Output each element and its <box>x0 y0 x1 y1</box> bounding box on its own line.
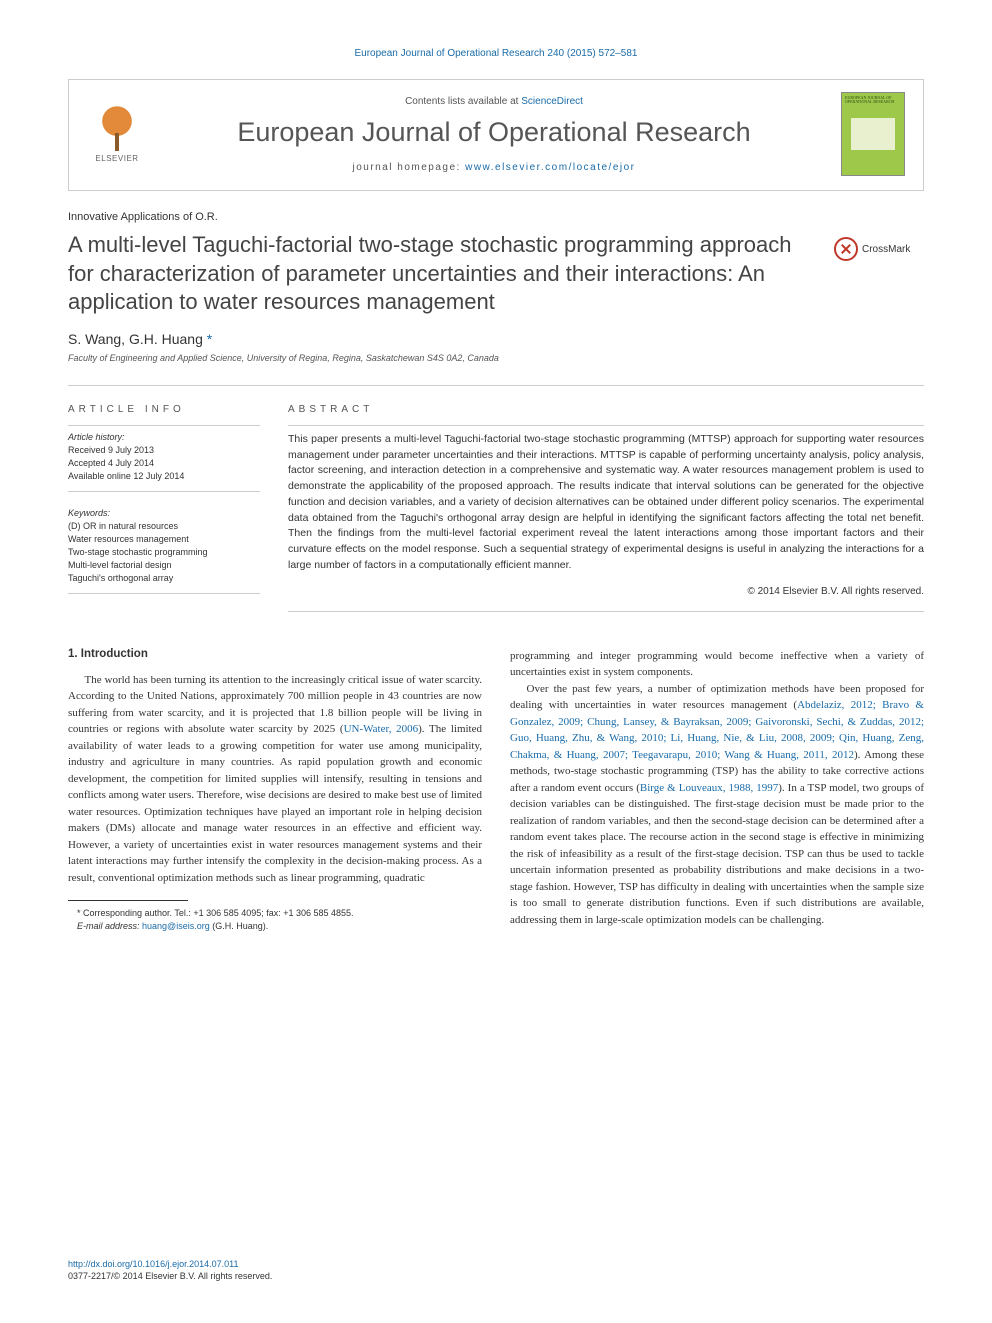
ref-unwater-2006[interactable]: UN-Water, 2006 <box>344 723 419 735</box>
author-names: S. Wang, G.H. Huang <box>68 331 207 347</box>
contents-prefix: Contents lists available at <box>405 96 521 107</box>
sciencedirect-link[interactable]: ScienceDirect <box>521 96 583 107</box>
keywords-label: Keywords: <box>68 502 260 518</box>
email-footnote: E-mail address: huang@iseis.org (G.H. Hu… <box>68 920 482 933</box>
abstract-copyright: © 2014 Elsevier B.V. All rights reserved… <box>288 586 924 612</box>
ref-birge-louveaux[interactable]: Birge & Louveaux, 1988, 1997 <box>640 782 778 794</box>
article-history-label: Article history: <box>68 425 260 442</box>
journal-name: European Journal of Operational Research <box>147 117 841 148</box>
body-p2c: ). In a TSP model, two groups of decisio… <box>510 782 924 926</box>
keywords-list: (D) OR in natural resources Water resour… <box>68 520 260 594</box>
article-history: Received 9 July 2013 Accepted 4 July 201… <box>68 444 260 492</box>
journal-header: ELSEVIER Contents lists available at Sci… <box>68 79 924 191</box>
crossmark-badge[interactable]: CrossMark <box>834 237 924 261</box>
elsevier-label: ELSEVIER <box>95 154 138 163</box>
article-info-column: ARTICLE INFO Article history: Received 9… <box>68 404 260 612</box>
journal-cover-art <box>851 118 894 151</box>
email-tail: (G.H. Huang). <box>210 921 269 931</box>
header-center: Contents lists available at ScienceDirec… <box>147 96 841 173</box>
body-p1b: ). The limited availability of water lea… <box>68 723 482 884</box>
affiliation: Faculty of Engineering and Applied Scien… <box>68 353 924 363</box>
article-section-label: Innovative Applications of O.R. <box>68 211 924 223</box>
intro-heading: 1. Introduction <box>68 648 482 660</box>
body-paragraph-1-cont: programming and integer programming woul… <box>510 648 924 681</box>
elsevier-logo: ELSEVIER <box>87 99 147 169</box>
body-columns: 1. Introduction The world has been turni… <box>68 648 924 933</box>
corresponding-author-footnote: * Corresponding author. Tel.: +1 306 585… <box>68 907 482 920</box>
top-citation-link[interactable]: European Journal of Operational Research… <box>68 48 924 59</box>
homepage-prefix: journal homepage: <box>352 162 465 173</box>
abstract-heading: ABSTRACT <box>288 404 924 415</box>
abstract-column: ABSTRACT This paper presents a multi-lev… <box>288 404 924 612</box>
title-row: A multi-level Taguchi-factorial two-stag… <box>68 231 924 317</box>
journal-homepage-line: journal homepage: www.elsevier.com/locat… <box>147 162 841 173</box>
authors: S. Wang, G.H. Huang * <box>68 331 924 347</box>
corresponding-star-icon: * <box>207 331 212 347</box>
email-label: E-mail address: <box>77 921 142 931</box>
footnote-separator <box>68 900 188 901</box>
article-title: A multi-level Taguchi-factorial two-stag… <box>68 231 818 317</box>
crossmark-label: CrossMark <box>862 244 910 255</box>
abstract-text: This paper presents a multi-level Taguch… <box>288 425 924 574</box>
journal-cover: EUROPEAN JOURNAL OF OPERATIONAL RESEARCH <box>841 92 905 176</box>
crossmark-icon <box>834 237 858 261</box>
body-paragraph-2: Over the past few years, a number of opt… <box>510 681 924 929</box>
elsevier-tree-icon <box>96 105 138 151</box>
contents-line: Contents lists available at ScienceDirec… <box>147 96 841 107</box>
meta-abstract-row: ARTICLE INFO Article history: Received 9… <box>68 385 924 612</box>
journal-cover-label: EUROPEAN JOURNAL OF OPERATIONAL RESEARCH <box>845 96 901 105</box>
issn-copyright: 0377-2217/© 2014 Elsevier B.V. All right… <box>68 1271 272 1281</box>
doi-link[interactable]: http://dx.doi.org/10.1016/j.ejor.2014.07… <box>68 1259 238 1269</box>
email-link[interactable]: huang@iseis.org <box>142 921 210 931</box>
page-footer: http://dx.doi.org/10.1016/j.ejor.2014.07… <box>68 1258 272 1283</box>
body-paragraph-1: The world has been turning its attention… <box>68 672 482 887</box>
article-info-heading: ARTICLE INFO <box>68 404 260 415</box>
journal-homepage-link[interactable]: www.elsevier.com/locate/ejor <box>465 162 635 173</box>
